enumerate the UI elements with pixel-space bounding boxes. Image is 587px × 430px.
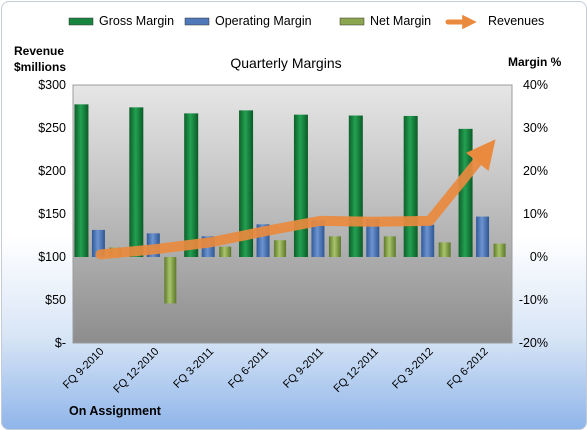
left-axis-tick-label: $150 — [38, 207, 66, 221]
bar-net-margin-fq-6-2012 — [493, 243, 506, 257]
right-axis-tick-label: 30% — [523, 121, 548, 135]
right-axis-ticks: -20% -10% 0% 10% 20% 30% 40% — [519, 78, 548, 350]
bar-net-margin-fq-3-2011 — [219, 246, 232, 257]
bar-net-margin-fq-12-2010 — [164, 257, 177, 304]
legend-label-net-margin: Net Margin — [370, 14, 431, 28]
company-label: On Assignment — [69, 404, 162, 418]
revenues-line — [95, 139, 496, 260]
left-axis-tick-label: $- — [55, 336, 66, 350]
legend-swatch-gross-margin — [68, 17, 94, 26]
bar-gross-margin-fq-12-2010 — [129, 107, 144, 257]
left-axis-title-line-2: $millions — [14, 60, 66, 74]
left-axis-tick-label: $250 — [38, 121, 66, 135]
left-axis-tick-label: $200 — [38, 164, 66, 178]
legend-label-revenues: Revenues — [488, 14, 544, 28]
x-axis-tick-label: FQ 3-2011 — [171, 346, 216, 391]
bar-net-margin-fq-3-2012 — [438, 242, 451, 257]
bar-gross-margin-fq-9-2010 — [74, 104, 89, 257]
x-axis-tick-label: FQ 12-2011 — [332, 346, 381, 395]
left-axis-tick-label: $100 — [38, 250, 66, 264]
bar-gross-margin-fq-3-2012 — [403, 115, 418, 258]
right-axis-tick-label: 0% — [530, 250, 548, 264]
legend-label-operating-margin: Operating Margin — [215, 14, 312, 28]
right-axis-tick-label: 20% — [523, 164, 548, 178]
x-axis-ticks: FQ 9-2010 FQ 12-2010 FQ 3-2011 FQ 6-2011 FQ … — [61, 346, 491, 396]
right-axis-tick-label: -20% — [519, 336, 548, 350]
right-axis-tick-label: 40% — [523, 78, 548, 92]
legend-swatch-operating-margin — [184, 17, 210, 26]
left-axis-title-line-1: Revenue — [14, 44, 64, 58]
bar-gross-margin-fq-9-2011 — [293, 114, 308, 257]
x-axis-tick-label: FQ 6-2011 — [226, 346, 271, 391]
bar-operating-margin-fq-6-2012 — [476, 216, 490, 257]
bar-net-margin-fq-9-2011 — [328, 236, 341, 257]
x-axis-tick-label: FQ 6-2012 — [445, 346, 491, 392]
x-axis-tick-label: FQ 9-2010 — [61, 346, 107, 392]
bar-net-margin-fq-6-2011 — [274, 240, 287, 257]
bar-net-margin-fq-12-2011 — [383, 236, 396, 257]
legend-swatch-net-margin — [339, 17, 365, 26]
legend-label-gross-margin: Gross Margin — [99, 14, 174, 28]
left-axis-ticks: $- $50 $100 $150 $200 $250 $300 — [38, 78, 66, 350]
bar-gross-margin-fq-12-2011 — [348, 115, 363, 257]
chart-title: Quarterly Margins — [230, 55, 341, 71]
right-axis-title: Margin % — [508, 55, 562, 69]
left-axis-tick-label: $300 — [38, 78, 66, 92]
right-axis-tick-label: 10% — [523, 207, 548, 221]
legend: Gross Margin Operating Margin Net Margin… — [68, 14, 544, 30]
x-axis-tick-label: FQ 3-2012 — [390, 346, 436, 392]
right-axis-tick-label: -10% — [519, 293, 548, 307]
bar-operating-margin-fq-3-2012 — [421, 224, 435, 257]
x-axis-tick-label: FQ 9-2011 — [281, 346, 326, 391]
bar-gross-margin-fq-6-2011 — [239, 110, 254, 258]
left-axis-tick-label: $50 — [45, 293, 66, 307]
bar-gross-margin-fq-6-2012 — [458, 128, 473, 257]
bar-gross-margin-fq-3-2011 — [184, 113, 199, 257]
bar-operating-margin-fq-9-2011 — [311, 220, 325, 257]
x-axis-tick-label: FQ 12-2010 — [111, 346, 161, 396]
bar-operating-margin-fq-12-2011 — [366, 219, 380, 257]
